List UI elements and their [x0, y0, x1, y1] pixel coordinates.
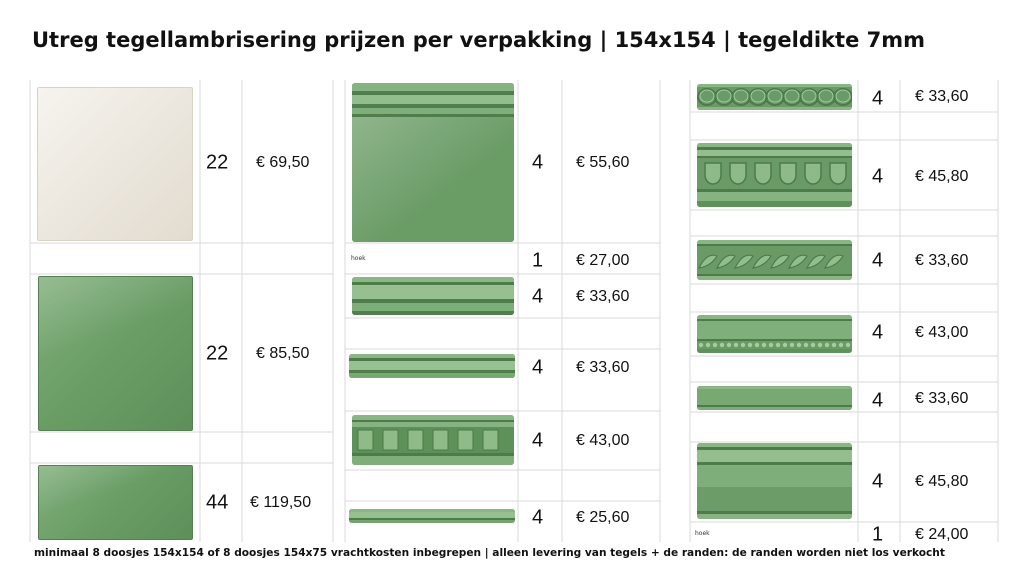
row-quantity: 4 [872, 87, 884, 110]
pencil-trim-image [349, 509, 515, 523]
green-tile-154x75-image [38, 465, 193, 540]
row-quantity: 4 [872, 470, 884, 493]
row-quantity: 4 [872, 165, 884, 188]
row-quantity: 4 [872, 321, 884, 344]
plain-flat-trim-image [697, 386, 852, 410]
cornice-trim-image [697, 443, 852, 519]
row-price: € 33,60 [576, 288, 630, 305]
cream-tile-154x154-image [37, 87, 193, 241]
bead-dot-trim-image [697, 315, 852, 353]
row-quantity: 4 [872, 389, 884, 412]
row-price: € 45,80 [915, 168, 969, 185]
row-quantity: 1 [872, 523, 884, 546]
corner-note: hoek [695, 530, 710, 537]
row-price: € 55,60 [576, 154, 630, 171]
row-quantity: 4 [532, 356, 544, 379]
row-price: € 69,50 [256, 154, 310, 171]
green-tile-154x154-image [38, 276, 193, 431]
row-price: € 33,60 [915, 390, 969, 407]
rope-chain-trim-image [697, 84, 852, 110]
row-quantity: 4 [532, 285, 544, 308]
row-quantity: 4 [532, 151, 544, 174]
row-price: € 25,60 [576, 509, 630, 526]
torus-trim-image [352, 277, 514, 315]
row-price: € 24,00 [915, 526, 969, 543]
row-quantity: 22 [206, 151, 229, 174]
twisted-rope-trim-image [697, 240, 852, 280]
row-price: € 27,00 [576, 252, 630, 269]
corner-note: hoek [351, 255, 366, 262]
green-skirting-tile-image [352, 83, 514, 242]
row-price: € 43,00 [915, 324, 969, 341]
egg-and-dart-trim-image [697, 143, 852, 207]
row-quantity: 22 [206, 342, 229, 365]
row-price: € 33,60 [915, 252, 969, 269]
row-quantity: 4 [532, 506, 544, 529]
page-title: Utreg tegellambrisering prijzen per verp… [32, 28, 925, 52]
slim-bead-trim-image [349, 354, 515, 378]
footer-note: minimaal 8 doosjes 154x154 of 8 doosjes … [34, 547, 945, 559]
row-price: € 45,80 [915, 473, 969, 490]
row-quantity: 4 [872, 249, 884, 272]
row-price: € 85,50 [256, 345, 310, 362]
row-quantity: 1 [532, 249, 544, 272]
row-quantity: 4 [532, 429, 544, 452]
row-price: € 33,60 [576, 359, 630, 376]
dentil-trim-image [352, 415, 514, 465]
row-price: € 119,50 [250, 494, 312, 511]
row-quantity: 44 [206, 491, 229, 514]
row-price: € 33,60 [915, 88, 969, 105]
row-price: € 43,00 [576, 432, 630, 449]
